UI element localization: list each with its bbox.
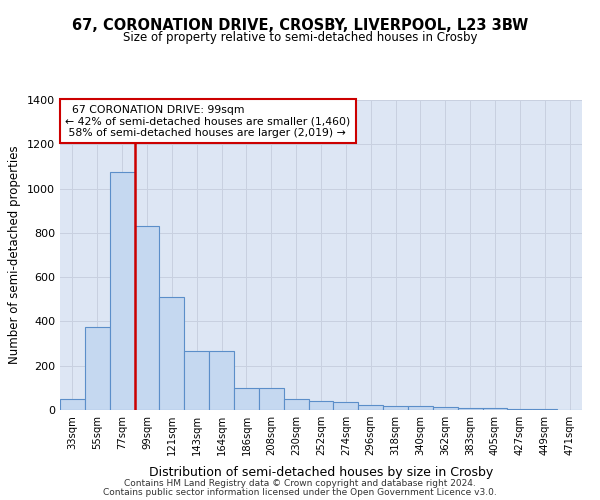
Bar	[308, 401, 334, 410]
Bar	[209, 352, 234, 410]
Bar	[358, 405, 383, 410]
Bar	[259, 388, 284, 410]
Text: Size of property relative to semi-detached houses in Crosby: Size of property relative to semi-detach…	[123, 31, 477, 44]
Bar	[383, 406, 408, 410]
Bar	[433, 407, 458, 410]
Bar	[110, 172, 134, 410]
Bar	[234, 388, 259, 410]
Bar	[284, 399, 308, 410]
Text: 67 CORONATION DRIVE: 99sqm
← 42% of semi-detached houses are smaller (1,460)
 58: 67 CORONATION DRIVE: 99sqm ← 42% of semi…	[65, 104, 350, 138]
Bar	[85, 327, 110, 410]
Bar	[134, 226, 160, 410]
Bar	[60, 399, 85, 410]
Text: Contains HM Land Registry data © Crown copyright and database right 2024.: Contains HM Land Registry data © Crown c…	[124, 478, 476, 488]
Bar	[482, 408, 508, 410]
Bar	[408, 406, 433, 410]
Bar	[458, 408, 482, 410]
Bar	[508, 409, 532, 410]
Bar	[160, 297, 184, 410]
Bar	[334, 402, 358, 410]
Y-axis label: Number of semi-detached properties: Number of semi-detached properties	[8, 146, 22, 364]
X-axis label: Distribution of semi-detached houses by size in Crosby: Distribution of semi-detached houses by …	[149, 466, 493, 479]
Text: Contains public sector information licensed under the Open Government Licence v3: Contains public sector information licen…	[103, 488, 497, 497]
Bar	[184, 352, 209, 410]
Text: 67, CORONATION DRIVE, CROSBY, LIVERPOOL, L23 3BW: 67, CORONATION DRIVE, CROSBY, LIVERPOOL,…	[72, 18, 528, 32]
